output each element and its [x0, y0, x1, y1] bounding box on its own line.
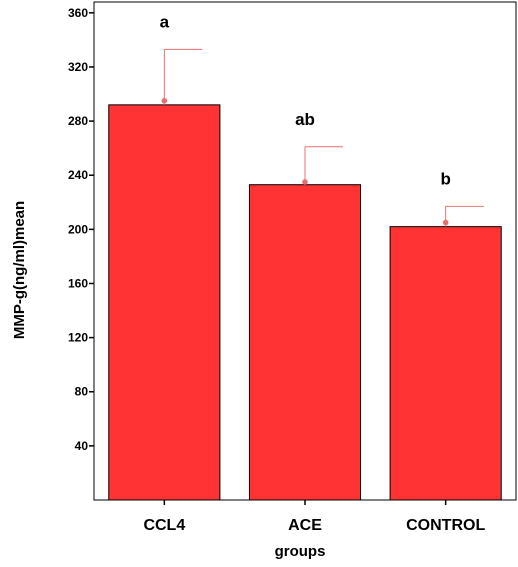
significance-label: a [160, 12, 170, 31]
error-bar-marker [161, 97, 168, 104]
x-axis-title: groups [275, 543, 326, 560]
y-tick-label: 40 [75, 439, 89, 453]
y-tick-label: 160 [68, 276, 88, 290]
y-tick-label: 240 [68, 168, 88, 182]
bar-ace [248, 184, 362, 501]
y-axis-title: MMP-g(ng/ml)mean [11, 201, 28, 339]
significance-label: ab [295, 110, 315, 129]
y-tick-label: 120 [68, 331, 88, 345]
significance-labels-group: a ab b [160, 12, 451, 188]
y-tick-label: 320 [68, 60, 88, 74]
y-tick-label: 360 [68, 6, 88, 20]
error-bar-marker [302, 179, 308, 185]
y-tick-label: 200 [68, 222, 88, 236]
y-tick-label: 280 [68, 114, 88, 128]
x-axis: CCL4 ACE CONTROL [143, 500, 485, 534]
x-tick-label: ACE [288, 517, 322, 534]
x-tick-label: CCL4 [143, 517, 185, 534]
error-bars-group [161, 48, 484, 227]
bar-control [389, 226, 502, 501]
x-tick-label: CONTROL [406, 517, 485, 534]
y-axis: 40 80 120 160 200 240 280 320 360 [68, 6, 94, 453]
bar-ccl4 [108, 104, 221, 501]
y-tick-label: 80 [75, 385, 89, 399]
error-bar-marker [442, 219, 449, 226]
significance-label: b [440, 169, 450, 188]
